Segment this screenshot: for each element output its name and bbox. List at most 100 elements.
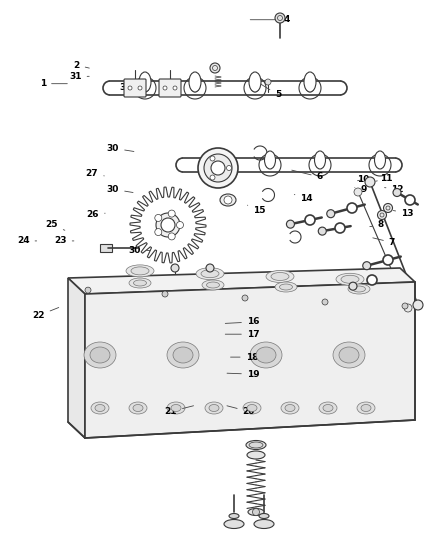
Ellipse shape <box>205 402 223 414</box>
Ellipse shape <box>90 347 110 363</box>
Ellipse shape <box>167 342 199 368</box>
Ellipse shape <box>254 520 274 529</box>
Ellipse shape <box>281 402 299 414</box>
Circle shape <box>226 166 232 171</box>
Circle shape <box>265 79 271 85</box>
Circle shape <box>210 156 215 161</box>
Circle shape <box>349 282 357 290</box>
Circle shape <box>138 86 142 90</box>
Ellipse shape <box>229 513 239 519</box>
Bar <box>100 244 112 252</box>
Text: 3: 3 <box>120 84 132 92</box>
Circle shape <box>275 13 285 23</box>
Circle shape <box>177 222 184 229</box>
Ellipse shape <box>336 273 364 285</box>
Ellipse shape <box>126 265 154 277</box>
Circle shape <box>155 214 162 221</box>
FancyBboxPatch shape <box>124 79 146 97</box>
Circle shape <box>305 215 315 225</box>
Circle shape <box>210 63 220 73</box>
Circle shape <box>393 189 401 197</box>
Circle shape <box>365 177 375 187</box>
Ellipse shape <box>271 272 289 280</box>
Text: 11: 11 <box>376 174 392 183</box>
Text: 5: 5 <box>261 84 281 99</box>
Circle shape <box>210 175 215 180</box>
Circle shape <box>384 204 392 213</box>
Ellipse shape <box>304 72 316 92</box>
Text: 19: 19 <box>227 370 259 378</box>
Text: 22: 22 <box>32 308 59 320</box>
Ellipse shape <box>201 270 219 278</box>
Circle shape <box>347 203 357 213</box>
Circle shape <box>402 303 408 309</box>
Circle shape <box>191 84 199 92</box>
Circle shape <box>377 161 384 168</box>
Circle shape <box>204 154 232 182</box>
Circle shape <box>378 211 386 220</box>
Ellipse shape <box>250 342 282 368</box>
Circle shape <box>171 264 179 272</box>
Ellipse shape <box>256 347 276 363</box>
Text: 8: 8 <box>370 221 384 229</box>
Ellipse shape <box>129 278 151 288</box>
Ellipse shape <box>189 72 201 92</box>
Circle shape <box>198 148 238 188</box>
Ellipse shape <box>374 151 385 169</box>
Ellipse shape <box>133 405 143 411</box>
Text: 9: 9 <box>355 185 367 193</box>
Circle shape <box>162 291 168 297</box>
Circle shape <box>335 223 345 233</box>
Ellipse shape <box>248 508 264 515</box>
Circle shape <box>141 84 149 92</box>
Text: 17: 17 <box>225 330 259 338</box>
Text: 30: 30 <box>129 246 153 255</box>
Ellipse shape <box>243 402 261 414</box>
Ellipse shape <box>224 520 244 529</box>
Ellipse shape <box>91 402 109 414</box>
Circle shape <box>322 299 328 305</box>
Text: 4: 4 <box>250 15 290 24</box>
Circle shape <box>404 304 412 312</box>
Circle shape <box>242 295 248 301</box>
Text: 12: 12 <box>385 185 404 193</box>
Ellipse shape <box>167 402 185 414</box>
Circle shape <box>327 209 335 217</box>
Text: 7: 7 <box>373 238 395 247</box>
Circle shape <box>413 300 423 310</box>
Circle shape <box>266 161 273 168</box>
Circle shape <box>306 84 314 92</box>
Ellipse shape <box>220 194 236 206</box>
Text: 27: 27 <box>86 169 104 177</box>
Ellipse shape <box>249 442 263 448</box>
Circle shape <box>216 161 223 168</box>
Circle shape <box>383 255 393 265</box>
Ellipse shape <box>171 405 181 411</box>
Text: 21: 21 <box>165 406 194 416</box>
Circle shape <box>206 264 214 272</box>
Ellipse shape <box>259 513 269 519</box>
Ellipse shape <box>348 284 370 294</box>
Text: 6: 6 <box>292 170 323 181</box>
Circle shape <box>173 86 177 90</box>
Circle shape <box>252 508 259 515</box>
Ellipse shape <box>275 282 297 292</box>
Ellipse shape <box>196 268 224 280</box>
Ellipse shape <box>139 72 151 92</box>
Circle shape <box>211 161 225 175</box>
Ellipse shape <box>95 405 105 411</box>
Ellipse shape <box>129 402 147 414</box>
Circle shape <box>405 195 415 205</box>
Text: 16: 16 <box>225 318 259 326</box>
Text: 24: 24 <box>17 237 37 245</box>
Text: 20: 20 <box>227 406 255 416</box>
Text: 15: 15 <box>247 205 265 215</box>
Ellipse shape <box>249 72 261 92</box>
Ellipse shape <box>206 282 219 288</box>
Ellipse shape <box>339 347 359 363</box>
Circle shape <box>317 161 324 168</box>
Ellipse shape <box>265 151 276 169</box>
Ellipse shape <box>134 280 146 286</box>
Ellipse shape <box>173 347 193 363</box>
Text: 2: 2 <box>74 61 89 69</box>
